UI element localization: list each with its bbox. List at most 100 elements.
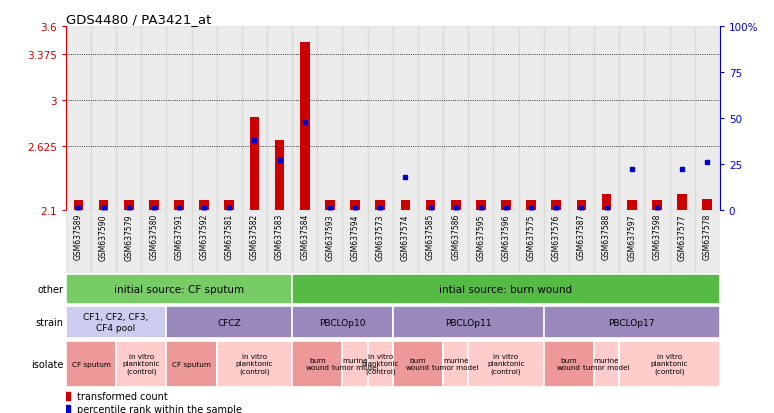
Bar bbox=[444, 210, 468, 273]
Bar bbox=[577, 201, 587, 210]
Text: GSM637573: GSM637573 bbox=[375, 214, 385, 260]
Bar bbox=[66, 275, 293, 304]
Bar bbox=[199, 201, 209, 210]
Text: GSM637583: GSM637583 bbox=[275, 214, 284, 260]
Bar bbox=[368, 210, 393, 273]
Bar bbox=[192, 27, 217, 210]
Bar bbox=[644, 27, 670, 210]
Bar bbox=[519, 210, 544, 273]
Text: murine
tumor model: murine tumor model bbox=[584, 357, 630, 370]
Bar bbox=[652, 201, 662, 210]
Text: GDS4480 / PA3421_at: GDS4480 / PA3421_at bbox=[66, 13, 211, 26]
Bar bbox=[343, 27, 368, 210]
Bar bbox=[702, 199, 712, 210]
Bar bbox=[66, 341, 116, 387]
Bar bbox=[217, 341, 293, 387]
Bar bbox=[594, 210, 619, 273]
Bar bbox=[670, 27, 695, 210]
Bar bbox=[368, 341, 393, 387]
Bar bbox=[142, 210, 166, 273]
Bar bbox=[695, 210, 720, 273]
Text: GSM637587: GSM637587 bbox=[577, 214, 586, 260]
Bar bbox=[91, 210, 116, 273]
Text: transformed count: transformed count bbox=[77, 391, 167, 401]
Bar bbox=[174, 201, 184, 210]
Text: burn
wound: burn wound bbox=[305, 357, 330, 370]
Bar bbox=[275, 141, 285, 210]
Text: GSM637574: GSM637574 bbox=[401, 214, 410, 260]
Bar bbox=[544, 306, 720, 338]
Bar bbox=[569, 210, 594, 273]
Text: strain: strain bbox=[36, 317, 63, 327]
Text: in vitro
planktonic
(control): in vitro planktonic (control) bbox=[488, 354, 525, 374]
Text: GSM637588: GSM637588 bbox=[602, 214, 611, 260]
Bar bbox=[350, 201, 360, 210]
Bar bbox=[619, 27, 644, 210]
Bar bbox=[393, 210, 418, 273]
Bar bbox=[293, 341, 343, 387]
Text: GSM637580: GSM637580 bbox=[149, 214, 159, 260]
Bar bbox=[116, 27, 142, 210]
Text: intial source: burn wound: intial source: burn wound bbox=[440, 284, 573, 294]
Text: percentile rank within the sample: percentile rank within the sample bbox=[77, 404, 241, 413]
Text: GSM637593: GSM637593 bbox=[325, 214, 334, 260]
Bar bbox=[519, 27, 544, 210]
Bar bbox=[293, 27, 317, 210]
Bar bbox=[569, 27, 594, 210]
Text: GSM637578: GSM637578 bbox=[703, 214, 712, 260]
Bar bbox=[242, 210, 267, 273]
Text: GSM637594: GSM637594 bbox=[351, 214, 360, 260]
Bar bbox=[444, 341, 468, 387]
Text: PBCLOp10: PBCLOp10 bbox=[319, 318, 366, 327]
Text: GSM637582: GSM637582 bbox=[250, 214, 259, 260]
Bar bbox=[494, 27, 519, 210]
Bar bbox=[242, 27, 267, 210]
Bar bbox=[166, 341, 217, 387]
Bar bbox=[393, 27, 418, 210]
Text: CF sputum: CF sputum bbox=[172, 361, 211, 367]
Bar bbox=[217, 27, 242, 210]
Bar bbox=[468, 210, 494, 273]
Text: burn
wound: burn wound bbox=[557, 357, 581, 370]
Bar bbox=[526, 201, 536, 210]
Bar bbox=[98, 201, 108, 210]
Bar bbox=[317, 210, 343, 273]
Bar bbox=[450, 201, 461, 210]
Text: murine
tumor model: murine tumor model bbox=[433, 357, 479, 370]
Bar bbox=[116, 341, 166, 387]
Bar bbox=[166, 27, 192, 210]
Bar bbox=[224, 201, 235, 210]
Text: in vitro
planktonic
(control): in vitro planktonic (control) bbox=[236, 354, 273, 374]
Text: GSM637579: GSM637579 bbox=[124, 214, 133, 260]
Bar bbox=[91, 27, 116, 210]
Bar bbox=[317, 27, 343, 210]
Bar bbox=[400, 201, 410, 210]
Bar bbox=[476, 201, 486, 210]
Bar bbox=[644, 210, 670, 273]
Bar bbox=[267, 27, 293, 210]
Text: burn
wound: burn wound bbox=[406, 357, 430, 370]
Bar bbox=[393, 306, 544, 338]
Text: GSM637597: GSM637597 bbox=[627, 214, 636, 260]
Text: in vitro
planktonic
(control): in vitro planktonic (control) bbox=[122, 354, 160, 374]
Text: other: other bbox=[37, 284, 63, 294]
Bar bbox=[149, 201, 159, 210]
Bar bbox=[375, 201, 385, 210]
Bar bbox=[677, 195, 687, 210]
Bar bbox=[594, 341, 619, 387]
Text: GSM637595: GSM637595 bbox=[476, 214, 485, 260]
Bar bbox=[393, 341, 444, 387]
Bar bbox=[267, 210, 293, 273]
Text: in vitro
planktonic
(control): in vitro planktonic (control) bbox=[651, 354, 688, 374]
Bar bbox=[695, 27, 720, 210]
Bar bbox=[368, 27, 393, 210]
Text: GSM637589: GSM637589 bbox=[74, 214, 83, 260]
Bar bbox=[293, 275, 720, 304]
Text: GSM637590: GSM637590 bbox=[99, 214, 108, 260]
Bar bbox=[594, 27, 619, 210]
Bar bbox=[166, 210, 192, 273]
Text: PBCLOp17: PBCLOp17 bbox=[608, 318, 655, 327]
Bar bbox=[468, 27, 494, 210]
Bar bbox=[66, 306, 166, 338]
Bar bbox=[142, 27, 166, 210]
